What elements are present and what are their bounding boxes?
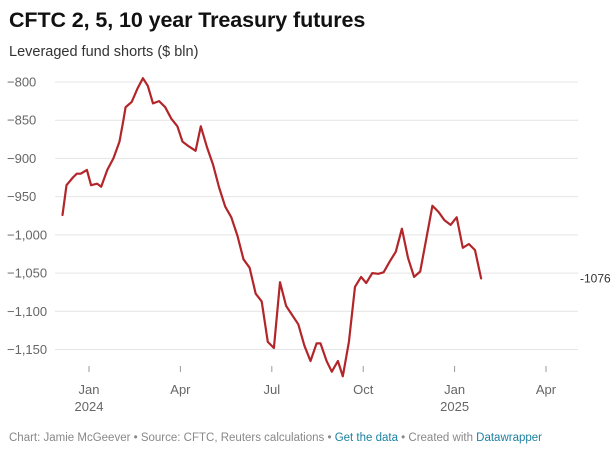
x-tick-label: Jan [79, 382, 100, 397]
y-tick-label: −1,150 [7, 342, 47, 357]
y-tick-label: −1,000 [7, 227, 47, 242]
x-tick-label: Jul [263, 382, 280, 397]
x-tick-label: Oct [353, 382, 374, 397]
gridlines [55, 81, 578, 350]
y-tick-label: −800 [7, 75, 36, 90]
x-tick-label: Apr [536, 382, 557, 397]
chart-subtitle: Leveraged fund shorts ($ bln) [9, 44, 199, 60]
y-tick-label: −1,050 [7, 266, 47, 281]
x-axis: Jan 2024 Apr Jul Oct Jan 2025 Apr [75, 366, 557, 414]
get-data-link[interactable]: Get the data [334, 432, 398, 444]
x-tick-label: Apr [170, 382, 191, 397]
datawrapper-link[interactable]: Datawrapper [476, 432, 542, 444]
footer-separator: • Created with [397, 432, 477, 444]
source-credit: Chart: Jamie McGeever • Source: CFTC, Re… [9, 432, 335, 444]
end-value-label: -1076 [580, 271, 611, 285]
x-tick-year-label: 2025 [440, 399, 469, 414]
chart-footer: Chart: Jamie McGeever • Source: CFTC, Re… [9, 432, 542, 444]
x-tick-year-label: 2024 [75, 399, 104, 414]
plot-area: -1076 [61, 77, 611, 378]
chart-title: CFTC 2, 5, 10 year Treasury futures [9, 8, 366, 32]
y-tick-label: −950 [7, 189, 36, 204]
y-tick-label: −850 [7, 113, 36, 128]
y-axis: −800 −850 −900 −950 −1,000 −1,050 −1,100 −1,150 [7, 75, 47, 358]
series-line [61, 77, 483, 378]
x-tick-label: Jan [444, 382, 465, 397]
y-tick-label: −900 [7, 151, 36, 166]
line-chart: −800 −850 −900 −950 −1,000 −1,050 −1,100 −1,150… [7, 75, 611, 415]
y-tick-label: −1,100 [7, 304, 47, 319]
